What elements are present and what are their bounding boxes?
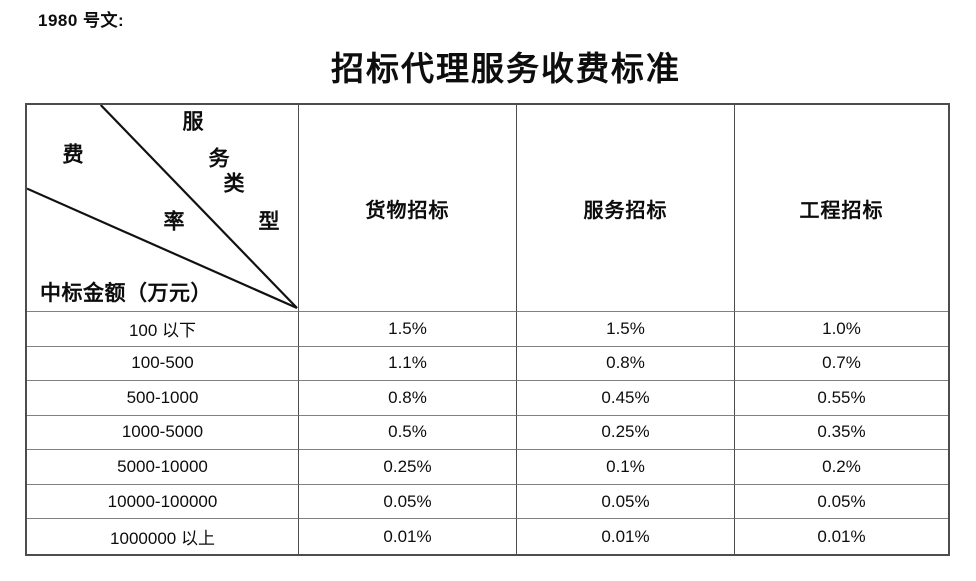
rate-value: 0.8% [517,346,735,382]
rate-value: 0.55% [735,381,948,416]
column-header-goods: 货物招标 [299,105,517,312]
rate-value: 1.5% [299,312,517,347]
rate-value: 1.5% [517,312,735,347]
rate-value: 0.35% [735,416,948,451]
rate-value: 0.01% [517,519,735,554]
rate-value: 0.1% [517,450,735,485]
column-header-engineering: 工程招标 [735,105,948,312]
rate-value: 0.5% [299,415,517,451]
rate-value: 0.01% [817,526,866,546]
corner-service-type-char: 型 [258,209,280,234]
rate-value: 1.1% [299,346,517,382]
rate-value: 0.05% [299,484,517,520]
amount-tier-label: 100-500 [27,346,299,382]
amount-tier-label: 500-1000 [27,381,299,416]
amount-tier-label: 1000-5000 [27,415,299,451]
rate-value: 0.8% [299,381,517,416]
corner-amount-label: 中标金额（万元） [40,281,212,305]
rate-value: 0.05% [517,484,735,520]
rate-value: 0.05% [735,485,948,520]
rate-value: 0.45% [517,381,735,416]
diagonal-divider-lines [27,105,298,310]
amount-tier-label: 100 以下 [27,312,299,347]
rate-value: 1.0% [735,312,948,347]
corner-rate-char: 费 [62,142,84,167]
rate-value: 0.2% [735,450,948,485]
corner-service-type-char: 务 [208,146,230,171]
amount-tier-label: 10000-100000 [27,484,299,520]
corner-service-type-char: 服 [182,109,204,134]
rate-value: 0.25% [517,415,735,451]
amount-tier-label: 5000-10000 [27,450,299,485]
corner-service-type-char: 类 [223,171,245,196]
amount-tier-label: 1000000 以上 [27,519,299,554]
corner-rate-char: 率 [163,209,185,234]
rate-value: 0.01% [299,519,517,554]
column-header-service: 服务招标 [517,105,735,312]
diagonal-header-cell: 服 务 类 型 费 率 中标金额（万元） [27,105,299,312]
page-title: 招标代理服务收费标准 [331,52,681,88]
rate-value: 0.25% [299,450,517,485]
document-number-note: 1980 号文: [38,11,125,30]
fee-standard-table: 服 务 类 型 费 率 中标金额（万元） 货物招标 服务招标 工程招标 100 … [25,103,950,556]
rate-value: 0.7% [735,347,948,382]
